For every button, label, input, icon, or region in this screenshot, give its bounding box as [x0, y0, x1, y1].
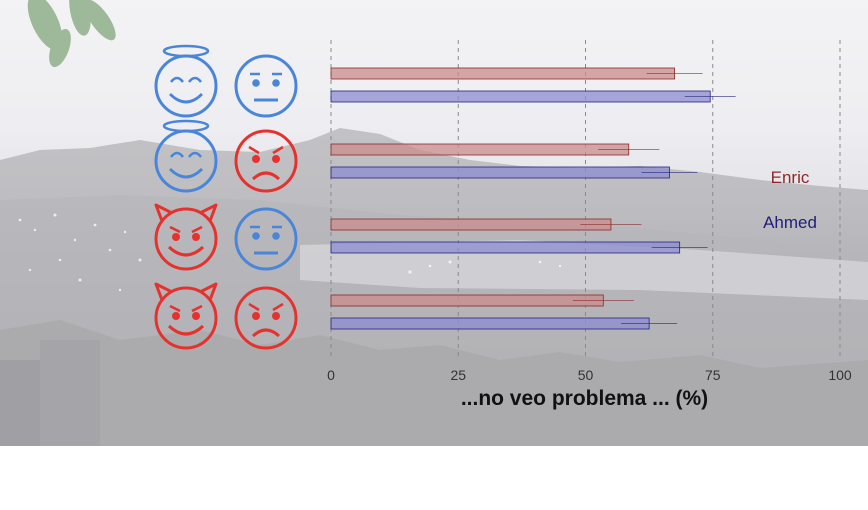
angel-face-icon	[154, 119, 218, 193]
devil-face-icon	[154, 203, 218, 271]
face-icons	[154, 44, 298, 350]
angel-face-icon	[154, 44, 218, 118]
bar-chart: 0 25 50 75 100 ...no veo problema ... (%) Enri…	[327, 40, 852, 410]
angry-face-icon	[234, 286, 298, 350]
bar-ahmed-angel-neutral	[330, 90, 711, 103]
devil-face-icon	[154, 282, 218, 350]
x-tick-label: 50	[578, 367, 594, 383]
bar-enric-devil-angry	[330, 294, 604, 307]
bar-enric-devil-neutral	[330, 218, 612, 231]
x-tick-label: 25	[450, 367, 466, 383]
legend-ahmed: Ahmed	[763, 213, 817, 232]
chart-background: 0 25 50 75 100 ...no veo problema ... (%) Enri…	[0, 0, 868, 446]
angry-face-icon	[234, 129, 298, 193]
bar-enric-angel-angry	[330, 143, 630, 156]
bar-ahmed-devil-angry	[330, 317, 650, 330]
x-tick-label: 0	[327, 367, 335, 383]
neutral-face-icon	[234, 207, 298, 271]
neutral-face-icon	[234, 54, 298, 118]
x-tick-label: 100	[828, 367, 852, 383]
bar-enric-angel-neutral	[330, 67, 675, 80]
x-tick-label: 75	[705, 367, 721, 383]
legend-enric: Enric	[771, 168, 810, 187]
bar-ahmed-devil-neutral	[330, 241, 681, 254]
bar-ahmed-angel-angry	[330, 166, 670, 179]
x-axis-title: ...no veo problema ... (%)	[461, 387, 708, 410]
